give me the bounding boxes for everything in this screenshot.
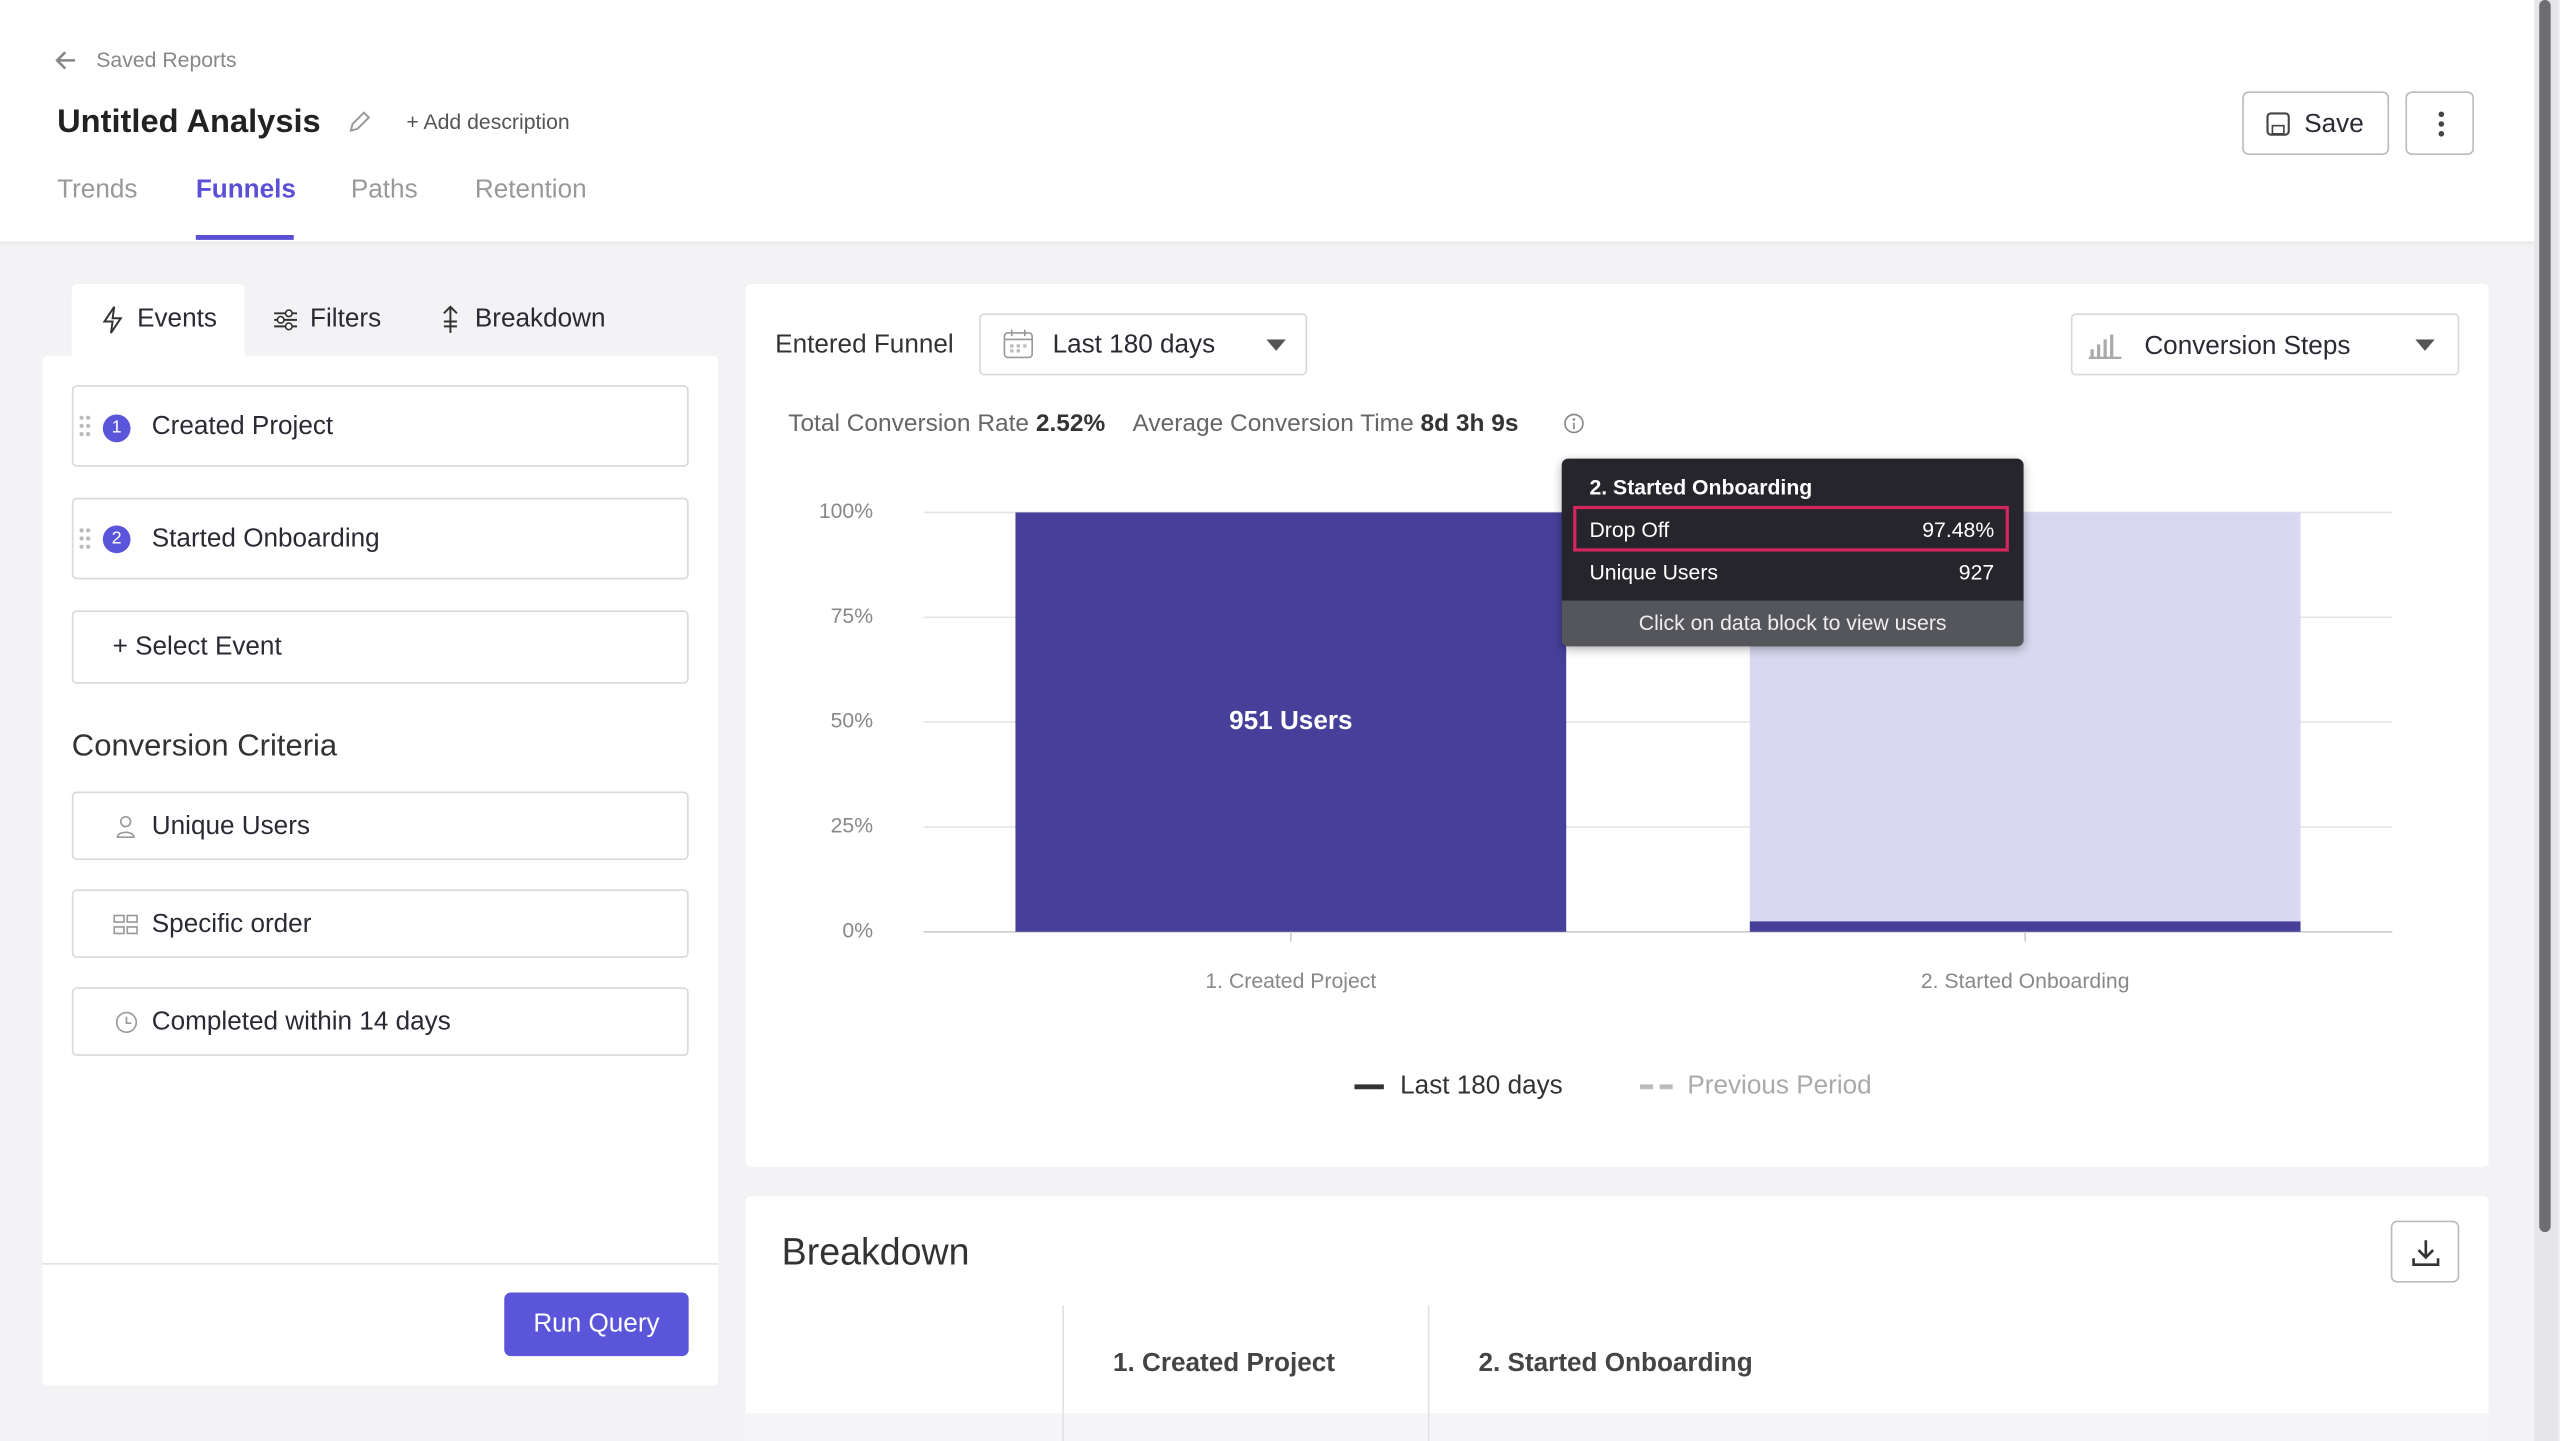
table-row — [745, 1413, 2489, 1441]
edit-icon[interactable] — [346, 109, 372, 135]
breakdown-card — [745, 1196, 2489, 1441]
save-button[interactable]: Save — [2242, 91, 2390, 156]
stat: Total Conversion Rate 2.52% Average Conv… — [788, 411, 1518, 435]
tooltip-label: Unique Users — [1589, 559, 1719, 585]
criteria-row[interactable]: Completed within 14 days — [71, 987, 689, 1056]
view-dropdown[interactable]: Conversion Steps — [2070, 313, 2460, 376]
step-number: 2 — [102, 525, 131, 554]
y-tick-label: 75% — [831, 605, 874, 628]
events-icon — [102, 306, 123, 334]
report-title: Untitled Analysis — [57, 104, 321, 141]
more-button[interactable] — [2405, 91, 2474, 156]
back-link[interactable]: Saved Reports — [96, 47, 237, 72]
tooltip-title: 2. Started Onboarding — [1589, 474, 1813, 500]
y-tick-label: 0% — [842, 919, 873, 942]
dropdown-caret — [1266, 339, 1286, 351]
stat-value: 2.52% — [1035, 409, 1106, 438]
order-icon — [113, 914, 138, 935]
legend-label: Last 180 days — [1400, 1070, 1563, 1100]
divider — [42, 1263, 719, 1265]
bar — [1749, 921, 2301, 932]
column-divider — [1062, 1305, 1064, 1441]
column-divider — [1427, 1305, 1430, 1441]
tooltip: 2. Started Onboarding Drop Off 97.48% Un… — [1561, 458, 2024, 647]
y-tick-label: 100% — [819, 500, 873, 523]
view-value: Conversion Steps — [2144, 332, 2351, 361]
date-range-value: Last 180 days — [1052, 331, 1216, 360]
add-description[interactable]: + Add description — [406, 109, 570, 134]
header — [0, 0, 2535, 242]
filters-icon — [274, 309, 298, 331]
legend-label: Previous Period — [1687, 1070, 1871, 1100]
clock-icon — [115, 1011, 138, 1033]
entered-funnel-label: Entered Funnel — [775, 331, 954, 360]
tooltip-highlight — [1573, 505, 2009, 552]
save-icon — [2266, 112, 2290, 136]
stat-label: Average Conversion Time — [1132, 409, 1414, 438]
tab-underline — [195, 234, 294, 240]
add-description-text: Add description — [423, 109, 570, 134]
tab[interactable]: Trends — [57, 176, 138, 204]
run-query-button[interactable]: Run Query — [504, 1292, 689, 1357]
event-row[interactable]: 1 Created Project — [71, 385, 689, 467]
criteria-label: Completed within 14 days — [151, 1008, 451, 1037]
tooltip-label: Drop Off — [1589, 517, 1670, 542]
user-icon — [116, 815, 135, 838]
scroll-thumb[interactable] — [2539, 0, 2551, 1233]
steps-icon — [2088, 334, 2122, 360]
select-event-text: Select Event — [135, 633, 282, 661]
bar — [1015, 512, 1567, 932]
criteria-label: Unique Users — [151, 812, 310, 841]
event-row[interactable]: 2 Started Onboarding — [71, 497, 689, 580]
section-title: Conversion Criteria — [71, 729, 338, 764]
tab[interactable]: Paths — [350, 176, 418, 204]
column-header: 2. Started Onboarding — [1478, 1349, 1753, 1378]
stat-label: Total Conversion Rate — [788, 409, 1030, 438]
event-name: Started Onboarding — [151, 525, 380, 554]
breakdown-title: Breakdown — [781, 1230, 970, 1273]
step-number: 1 — [102, 414, 131, 443]
criteria-label: Specific order — [151, 910, 312, 939]
x-tick-label: 1. Created Project — [1205, 970, 1376, 993]
select-event-label: + Select Event — [112, 633, 282, 661]
bar-label: 951 Users — [1229, 705, 1352, 735]
x-tick-label: 2. Started Onboarding — [1921, 970, 2130, 993]
tooltip-value: 97.48% — [1922, 517, 1995, 542]
save-label: Save — [2304, 110, 2364, 139]
y-tick-label: 50% — [831, 710, 874, 733]
tab-active[interactable]: Funnels — [195, 176, 296, 204]
stat-value: 8d 3h 9s — [1420, 409, 1519, 438]
panel-tab-active[interactable] — [71, 283, 245, 358]
event-name: Created Project — [151, 412, 334, 441]
y-tick-label: 25% — [831, 815, 874, 838]
column-header: 1. Created Project — [1112, 1349, 1335, 1378]
panel-tab[interactable]: Events — [137, 305, 217, 333]
drag-handle[interactable] — [78, 415, 91, 439]
download-button[interactable] — [2390, 1220, 2460, 1283]
select-event[interactable]: + Select Event — [71, 610, 689, 684]
back-arrow[interactable] — [52, 47, 78, 73]
dropdown-caret — [2415, 339, 2435, 351]
tooltip-value: 927 — [1958, 559, 1995, 585]
criteria-row[interactable]: Specific order — [71, 889, 689, 958]
download-icon — [2412, 1240, 2440, 1267]
info-icon[interactable] — [1563, 413, 1584, 434]
criteria-row[interactable]: Unique Users — [71, 791, 689, 861]
calendar-icon — [1003, 329, 1033, 359]
date-range-dropdown[interactable]: Last 180 days — [979, 313, 1308, 376]
panel-tab[interactable]: Filters — [310, 305, 382, 333]
panel-tab[interactable]: Breakdown — [474, 305, 606, 333]
kebab-icon — [2438, 111, 2445, 137]
tab[interactable]: Retention — [474, 176, 587, 204]
breakdown-icon — [443, 305, 458, 333]
drag-handle[interactable] — [78, 527, 91, 551]
tooltip-footer: Click on data block to view users — [1561, 600, 2024, 647]
